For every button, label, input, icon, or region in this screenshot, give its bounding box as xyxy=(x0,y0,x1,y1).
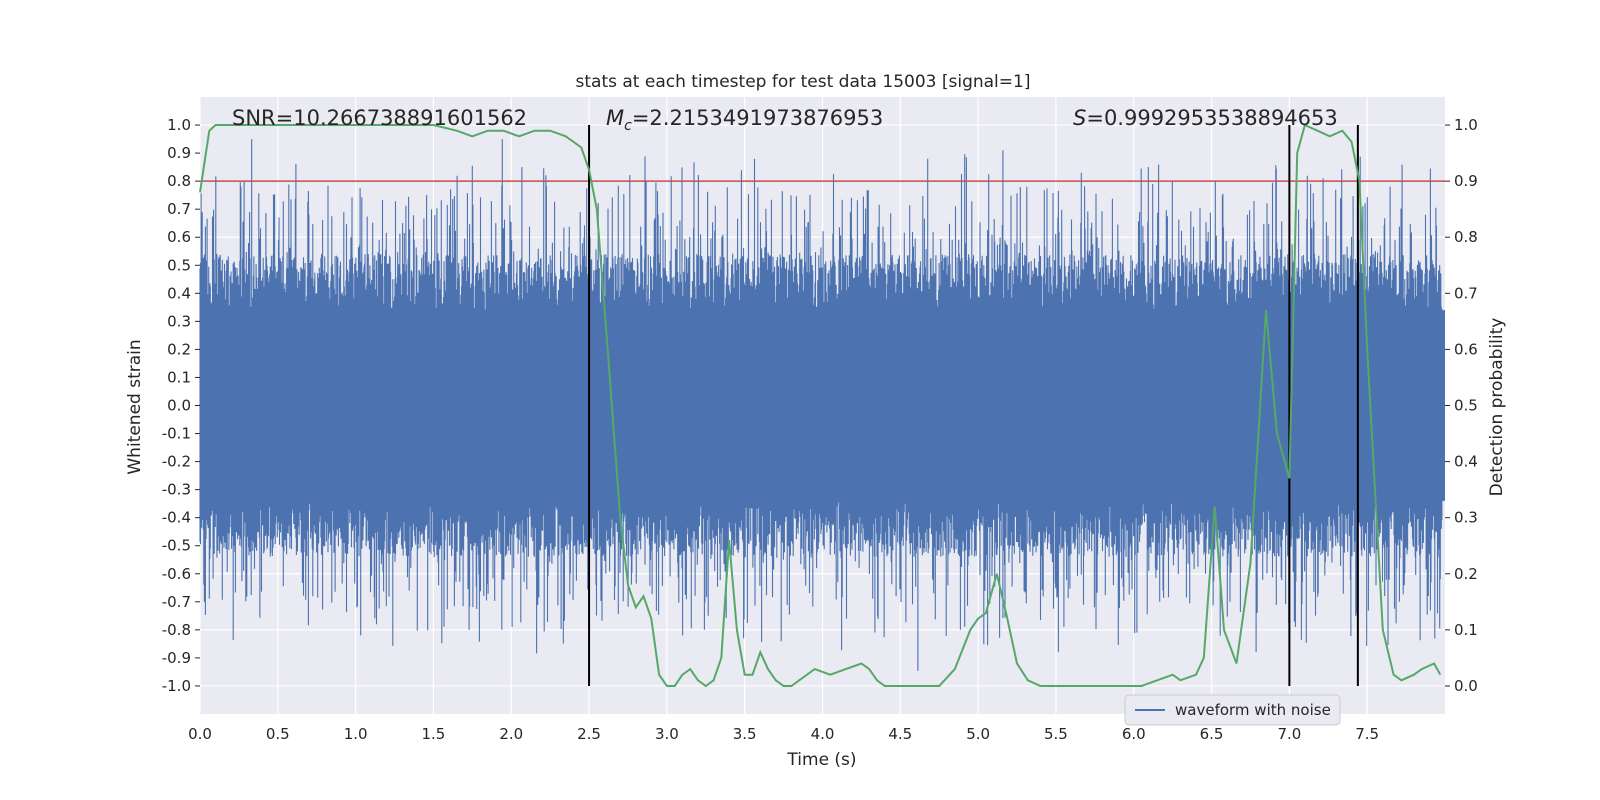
y-left-tick-label: -0.7 xyxy=(162,593,191,611)
vertical-markers xyxy=(588,125,1359,686)
x-tick-label: 2.5 xyxy=(577,725,601,743)
x-tick-label: 5.0 xyxy=(966,725,990,743)
significance-annotation: S=0.9992953538894653 xyxy=(1073,106,1338,130)
legend-box xyxy=(1124,694,1341,726)
y-left-tick-label: -1.0 xyxy=(162,677,191,695)
y-axis-right-label: Detection probability xyxy=(1487,318,1507,497)
y-right-tick-label: 0.8 xyxy=(1454,228,1478,246)
chirp-mass-subscript: c xyxy=(624,118,632,134)
y-right-tick-label: 0.6 xyxy=(1454,340,1478,358)
y-left-tick-label: 0.2 xyxy=(167,340,191,358)
snr-annotation: SNR=10.266738891601562 xyxy=(232,106,527,130)
y-axis-right-ticks: 1.0 0.9 0.8 0.7 0.6 0.5 0.4 0.3 0.2 0.1 0.0 xyxy=(1445,116,1478,695)
y-left-tick-label: 0.1 xyxy=(167,368,191,386)
x-tick-label: 3.0 xyxy=(655,725,679,743)
y-axis-left-ticks: 1.0 0.9 0.8 0.7 0.6 0.5 0.4 0.3 0.2 0.1 0.0 -0.1 -0.… xyxy=(162,116,200,695)
x-axis-label: Time (s) xyxy=(786,750,856,770)
chirp-mass-value: =2.2153491973876953 xyxy=(632,106,883,130)
y-right-tick-label: 1.0 xyxy=(1454,116,1478,134)
y-left-tick-label: 0.5 xyxy=(167,256,191,274)
chart-title: stats at each timestep for test data 150… xyxy=(576,72,1031,92)
x-tick-label: 4.5 xyxy=(888,725,912,743)
x-tick-label: 6.5 xyxy=(1200,725,1224,743)
y-left-tick-label: 0.4 xyxy=(167,284,191,302)
y-left-tick-label: 1.0 xyxy=(167,116,191,134)
legend: waveform with noise xyxy=(1124,694,1341,726)
y-left-tick-label: 0.0 xyxy=(167,397,191,415)
x-tick-label: 6.0 xyxy=(1122,725,1146,743)
y-right-tick-label: 0.7 xyxy=(1454,284,1478,302)
x-tick-label: 1.0 xyxy=(344,725,368,743)
y-left-tick-label: -0.2 xyxy=(162,453,191,471)
significance-symbol: S xyxy=(1073,106,1086,130)
y-right-tick-label: 0.3 xyxy=(1454,509,1478,527)
y-left-tick-label: -0.1 xyxy=(162,425,191,443)
y-right-tick-label: 0.2 xyxy=(1454,565,1478,583)
y-right-tick-label: 0.9 xyxy=(1454,172,1478,190)
x-tick-label: 1.5 xyxy=(422,725,446,743)
x-tick-label: 5.5 xyxy=(1044,725,1068,743)
x-tick-label: 4.0 xyxy=(811,725,835,743)
y-left-tick-label: -0.4 xyxy=(162,509,191,527)
x-tick-label: 3.5 xyxy=(733,725,757,743)
y-right-tick-label: 0.4 xyxy=(1454,453,1478,471)
y-left-tick-label: -0.3 xyxy=(162,481,191,499)
y-left-tick-label: -0.6 xyxy=(162,565,191,583)
y-left-tick-label: 0.7 xyxy=(167,200,191,218)
chirp-mass-annotation: Mc=2.2153491973876953 xyxy=(606,106,883,134)
y-left-tick-label: -0.9 xyxy=(162,649,191,667)
x-tick-label: 7.0 xyxy=(1277,725,1301,743)
legend-label: waveform with noise xyxy=(1175,701,1331,719)
x-tick-label: 0.5 xyxy=(266,725,290,743)
chirp-mass-symbol: M xyxy=(606,106,624,130)
y-left-tick-label: -0.5 xyxy=(162,537,191,555)
y-left-tick-label: 0.3 xyxy=(167,312,191,330)
y-right-tick-label: 0.5 xyxy=(1454,397,1478,415)
y-right-tick-label: 0.0 xyxy=(1454,677,1478,695)
y-axis-left-label: Whitened strain xyxy=(125,339,145,474)
y-right-tick-label: 0.1 xyxy=(1454,621,1478,639)
significance-value: =0.9992953538894653 xyxy=(1086,106,1337,130)
y-left-tick-label: -0.8 xyxy=(162,621,191,639)
y-left-tick-label: 0.6 xyxy=(167,228,191,246)
y-left-tick-label: 0.9 xyxy=(167,144,191,162)
x-tick-label: 0.0 xyxy=(188,725,212,743)
x-tick-label: 2.0 xyxy=(499,725,523,743)
x-axis-ticks: 0.0 0.5 1.0 1.5 2.0 2.5 3.0 3.5 4.0 4.5 5.0 5.5 6.0 6… xyxy=(188,725,1379,743)
y-left-tick-label: 0.8 xyxy=(167,172,191,190)
probability-series-line xyxy=(199,123,1442,688)
waveform-series xyxy=(199,139,1445,671)
x-tick-label: 7.5 xyxy=(1355,725,1379,743)
